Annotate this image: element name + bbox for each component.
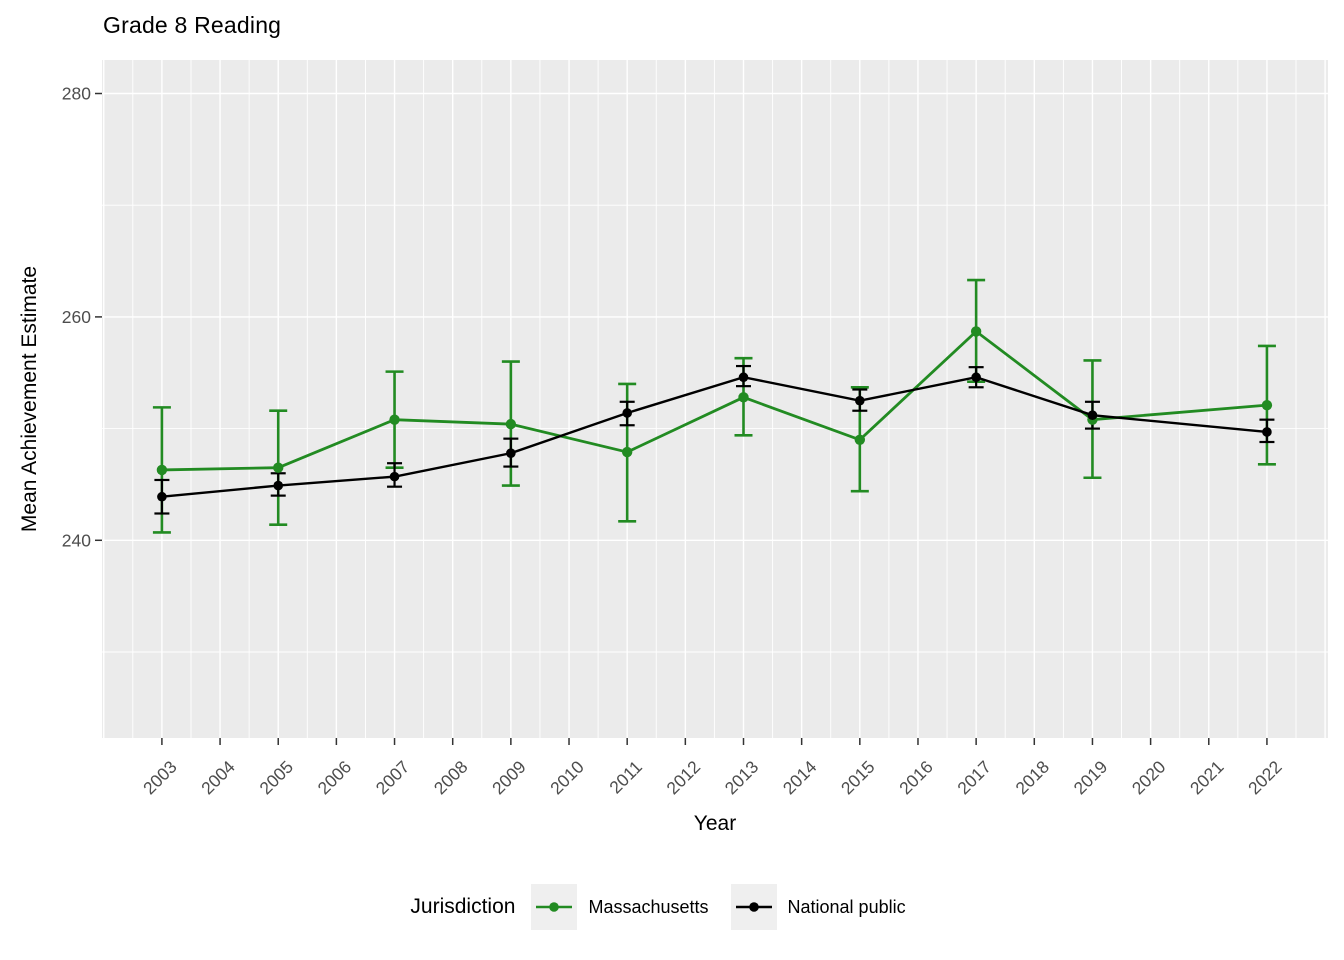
x-tick-label: 2021: [1186, 757, 1228, 799]
data-point-national-public: [971, 372, 981, 383]
data-point-national-public: [273, 480, 284, 491]
legend-item-massachusetts: Massachusetts: [531, 884, 709, 930]
x-tick-label: 2022: [1244, 757, 1286, 799]
series-line-national-public: [161, 375, 1268, 498]
data-point-massachusetts: [156, 464, 168, 476]
data-point-massachusetts: [621, 446, 633, 458]
legend: Jurisdiction Massachusetts National publ…: [0, 884, 1330, 930]
y-tick-label: 240: [62, 530, 91, 550]
legend-key-point: [549, 902, 560, 912]
data-point-massachusetts: [970, 326, 982, 337]
data-point-massachusetts: [273, 462, 284, 473]
x-tick-label: 2006: [314, 757, 356, 799]
x-tick-label: 2015: [837, 757, 879, 799]
legend-key-icon-national-public: [730, 884, 777, 930]
x-tick-label: 2011: [605, 757, 646, 798]
x-tick-label: 2019: [1070, 757, 1112, 799]
x-tick-label: 2008: [430, 757, 472, 799]
legend-key-icon-massachusetts: [531, 884, 578, 930]
y-tick-label: 280: [62, 84, 91, 104]
data-point-national-public: [855, 395, 865, 406]
legend-item-national-public: National public: [730, 884, 906, 930]
data-point-national-public: [738, 372, 749, 383]
data-point-national-public: [157, 491, 167, 502]
x-tick-label: 2004: [197, 757, 239, 799]
plot-panel: 2003 2004 2005 2006 2007 2008 2009 2010 2011 2012…: [62, 60, 1328, 799]
y-tick-label: 260: [62, 307, 91, 327]
panel-background: [102, 60, 1328, 738]
data-point-national-public: [1262, 427, 1272, 437]
data-point-national-public: [1087, 410, 1098, 420]
series-line-massachusetts: [161, 329, 1268, 472]
x-tick-label: 2016: [895, 757, 937, 799]
legend-label-massachusetts: Massachusetts: [588, 896, 709, 917]
data-point-massachusetts: [854, 434, 866, 445]
data-point-massachusetts: [1261, 399, 1273, 411]
legend-title: Jurisdiction: [410, 895, 516, 918]
x-tick-label: 2017: [953, 757, 995, 799]
x-tick-label: 2014: [779, 757, 821, 799]
y-axis-title: Mean Achievement Estimate: [18, 265, 41, 533]
x-tick-label: 2013: [721, 757, 763, 799]
x-axis-title: Year: [693, 812, 737, 835]
x-tick-label: 2007: [372, 757, 414, 799]
x-tick-label: 2010: [546, 757, 588, 799]
x-tick-label: 2020: [1128, 757, 1170, 799]
x-tick-label: 2003: [139, 757, 181, 799]
x-tick-label: 2018: [1011, 757, 1053, 799]
chart-title: Grade 8 Reading: [103, 12, 282, 38]
data-point-national-public: [506, 448, 516, 458]
x-tick-label: 2009: [488, 757, 530, 799]
data-point-national-public: [389, 471, 400, 482]
data-point-massachusetts: [738, 392, 749, 403]
data-point-massachusetts: [389, 414, 400, 425]
legend-label-national-public: National public: [787, 896, 906, 917]
data-point-massachusetts: [505, 418, 517, 430]
data-point-national-public: [622, 408, 632, 418]
legend-key-point: [748, 902, 759, 912]
x-tick-label: 2012: [662, 757, 704, 799]
x-tick-label: 2005: [255, 757, 297, 799]
